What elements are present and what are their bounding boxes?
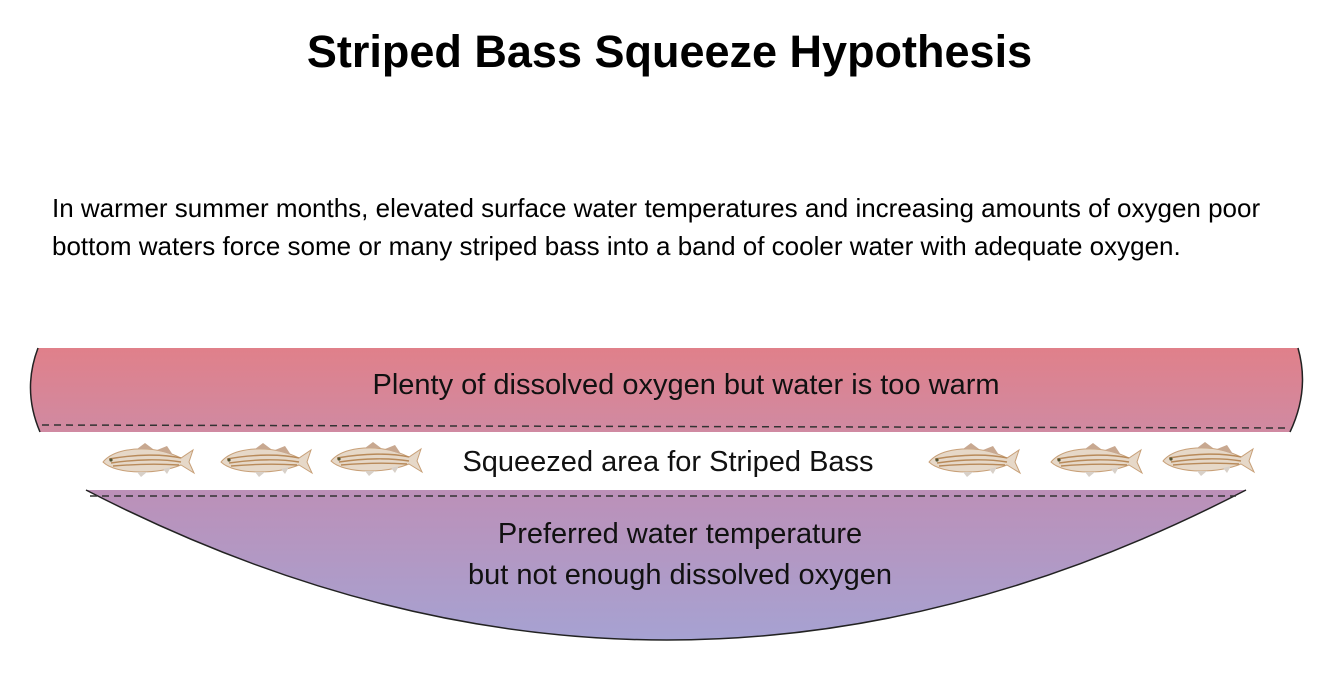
middle-zone-label: Squeezed area for Striped Bass <box>462 446 873 478</box>
description-text: In warmer summer months, elevated surfac… <box>52 193 1261 261</box>
striped-bass-icon <box>1050 442 1143 478</box>
striped-bass-icon <box>928 442 1021 478</box>
striped-bass-icon <box>330 441 423 477</box>
striped-bass-icon <box>220 442 313 478</box>
bottom-zone-label-line1: Preferred water temperature <box>498 518 862 550</box>
top-zone-warm-water <box>29 347 1304 433</box>
top-zone-label: Plenty of dissolved oxygen but water is … <box>372 369 999 401</box>
bottom-zone-label-line2: but not enough dissolved oxygen <box>468 559 892 591</box>
striped-bass-icon <box>102 442 195 478</box>
striped-bass-icon <box>1162 441 1255 477</box>
page-title: Striped Bass Squeeze Hypothesis <box>306 26 1033 77</box>
bottom-zone-low-oxygen <box>85 489 1247 641</box>
